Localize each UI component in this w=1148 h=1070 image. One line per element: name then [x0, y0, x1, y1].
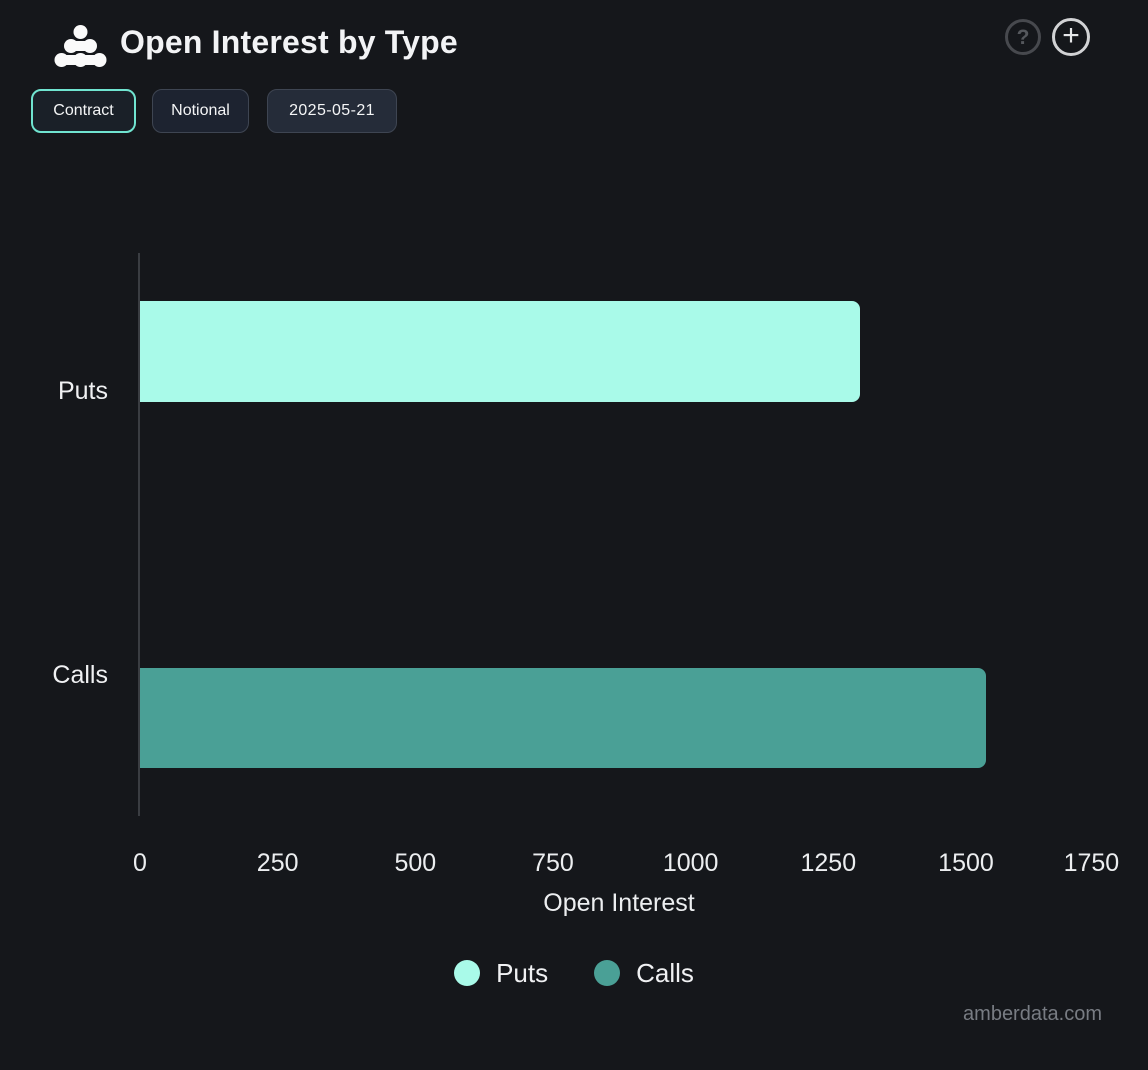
x-tick-label: 250: [256, 849, 299, 877]
help-icon: ?: [1016, 25, 1030, 49]
watermark: amberdata.com: [963, 1003, 1102, 1025]
x-axis-title: Open Interest: [543, 889, 695, 917]
x-tick-label: 500: [394, 849, 437, 877]
legend-label-calls: Calls: [636, 957, 694, 988]
chart-legend: Puts Calls: [0, 952, 1148, 994]
y-tick-label-puts: Puts: [57, 377, 108, 405]
toggle-contract-button[interactable]: Contract: [31, 89, 136, 133]
x-tick-label: 1500: [938, 849, 994, 877]
legend-label-puts: Puts: [496, 957, 549, 988]
help-button[interactable]: ?: [1005, 19, 1041, 55]
x-tick-label: 0: [133, 849, 147, 877]
legend-dot-calls-icon: [594, 960, 621, 986]
y-tick-label-calls: Calls: [52, 661, 108, 689]
plus-icon: +: [1062, 18, 1080, 52]
date-picker-button[interactable]: 2025-05-21: [267, 89, 397, 133]
x-axis-tick-row: 0 250 500 750 1000 1250 1500 1750: [133, 849, 1119, 883]
amberdata-logo-icon: [52, 24, 109, 68]
bar-calls[interactable]: [140, 668, 987, 768]
legend-item-puts[interactable]: Puts: [454, 958, 548, 989]
x-tick-label: 1000: [662, 849, 719, 877]
toggle-notional-button[interactable]: Notional: [152, 89, 249, 133]
legend-item-calls[interactable]: Calls: [594, 958, 694, 989]
bar-puts[interactable]: [140, 301, 860, 402]
x-tick-label: 1750: [1063, 849, 1120, 877]
add-button[interactable]: +: [1052, 18, 1090, 56]
x-tick-label: 750: [532, 849, 574, 877]
plot-area: Puts Calls: [52, 253, 1100, 816]
legend-dot-puts-icon: [454, 960, 481, 986]
x-tick-label: 1250: [800, 849, 857, 877]
page-title: Open Interest by Type: [120, 24, 458, 60]
